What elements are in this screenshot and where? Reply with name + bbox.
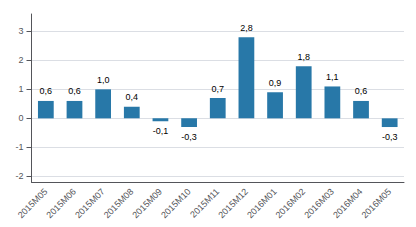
svg-text:2,8: 2,8 [240,23,253,33]
svg-text:1,1: 1,1 [326,72,339,82]
svg-text:0,7: 0,7 [211,84,224,94]
svg-text:3: 3 [18,26,23,36]
svg-text:-0,3: -0,3 [382,132,398,142]
svg-text:2015M10: 2015M10 [159,187,193,221]
svg-text:2016M03: 2016M03 [302,187,336,221]
svg-text:-1: -1 [15,142,23,152]
svg-text:2015M11: 2015M11 [188,187,221,220]
svg-text:0,4: 0,4 [126,92,139,102]
svg-text:0,6: 0,6 [355,86,368,96]
svg-text:2015M12: 2015M12 [216,187,250,221]
svg-text:-0,3: -0,3 [181,132,197,142]
svg-text:1,8: 1,8 [297,52,310,62]
svg-text:0,6: 0,6 [68,86,81,96]
svg-text:0: 0 [18,113,23,123]
svg-text:2016M01: 2016M01 [245,187,279,221]
svg-text:2015M09: 2015M09 [130,187,164,221]
svg-text:2015M06: 2015M06 [44,187,78,221]
svg-text:0,9: 0,9 [269,78,282,88]
svg-text:1,0: 1,0 [97,75,110,85]
svg-text:2016M02: 2016M02 [274,187,308,221]
svg-text:2015M08: 2015M08 [102,187,136,221]
svg-text:1: 1 [18,84,23,94]
svg-text:2016M05: 2016M05 [360,187,394,221]
svg-text:0,6: 0,6 [40,86,53,96]
svg-text:2015M07: 2015M07 [73,187,107,221]
svg-text:2: 2 [18,55,23,65]
svg-text:-0,1: -0,1 [153,126,169,136]
svg-text:-2: -2 [15,171,23,181]
svg-text:2015M05: 2015M05 [16,187,50,221]
svg-text:2016M04: 2016M04 [331,187,365,221]
